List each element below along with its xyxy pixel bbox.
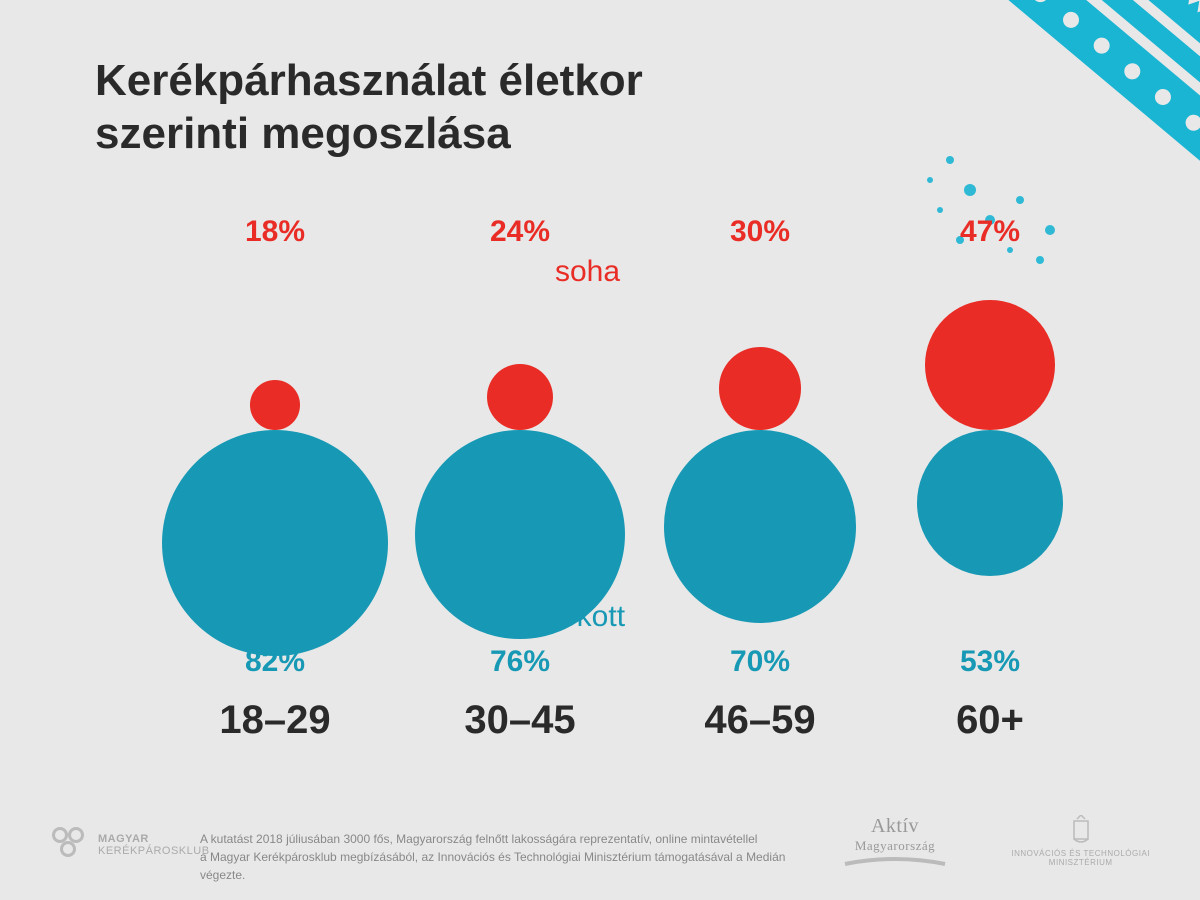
- footer-line-2: a Magyar Kerékpárosklub megbízásából, az…: [200, 848, 800, 884]
- age-label: 60+: [870, 698, 1110, 743]
- never-circle: [719, 347, 802, 430]
- page-title: Kerékpárhasználat életkor szerinti megos…: [95, 55, 643, 161]
- usually-pct-label: 70%: [640, 645, 880, 679]
- legend-usually-label: szokott: [530, 600, 625, 633]
- logo-aktiv: Aktív Magyarország: [840, 815, 950, 871]
- logo-right-line1: INNOVÁCIÓS ÉS TECHNOLÓGIAI: [1011, 849, 1150, 858]
- never-circle: [487, 364, 553, 430]
- usually-circle: [917, 430, 1063, 576]
- never-pct-label: 30%: [640, 215, 880, 249]
- logo-left-line2: KERÉKPÁROSKLUB: [98, 845, 210, 857]
- title-line-2: szerinti megoszlása: [95, 108, 643, 161]
- never-pct-label: 47%: [870, 215, 1110, 249]
- legend-usually: szokott: [530, 600, 625, 634]
- never-circle: [250, 380, 300, 430]
- footer: MAGYAR KERÉKPÁROSKLUB A kutatást 2018 jú…: [0, 790, 1200, 900]
- chart-area: 18% 82% 18–29 24% 76% 30–45 30% 70% 46–59 47% 53% 6…: [0, 200, 1200, 740]
- usually-circle: [664, 430, 857, 623]
- never-pct-label: 18%: [155, 215, 395, 249]
- chart-column: 18% 82% 18–29: [155, 200, 395, 740]
- usually-pct-label: 53%: [870, 645, 1110, 679]
- footer-line-1: A kutatást 2018 júliusában 3000 fős, Mag…: [200, 830, 800, 848]
- title-line-1: Kerékpárhasználat életkor: [95, 55, 643, 108]
- logo-mid-line2: Magyarország: [840, 838, 950, 854]
- usually-pct-label: 82%: [155, 645, 395, 679]
- logo-ministry: INNOVÁCIÓS ÉS TECHNOLÓGIAI MINISZTÉRIUM: [1011, 815, 1150, 867]
- coat-of-arms-icon: [1068, 815, 1094, 845]
- logo-kerekparosklub: MAGYAR KERÉKPÁROSKLUB: [50, 825, 210, 865]
- age-label: 30–45: [400, 698, 640, 743]
- age-label: 46–59: [640, 698, 880, 743]
- rings-icon: [50, 825, 90, 865]
- logo-left-line1: MAGYAR: [98, 833, 210, 845]
- legend-never-label: soha: [555, 255, 620, 288]
- age-label: 18–29: [155, 698, 395, 743]
- chart-column: 30% 70% 46–59: [640, 200, 880, 740]
- swoosh-icon: [840, 854, 950, 868]
- chart-column: 47% 53% 60+: [870, 200, 1110, 740]
- usually-circle: [162, 430, 388, 656]
- logo-right-line2: MINISZTÉRIUM: [1011, 858, 1150, 867]
- legend-never: soha: [555, 255, 620, 289]
- never-pct-label: 24%: [400, 215, 640, 249]
- footer-text: A kutatást 2018 júliusában 3000 fős, Mag…: [200, 830, 800, 884]
- never-circle: [925, 300, 1055, 430]
- logo-mid-line1: Aktív: [840, 815, 950, 838]
- usually-pct-label: 76%: [400, 645, 640, 679]
